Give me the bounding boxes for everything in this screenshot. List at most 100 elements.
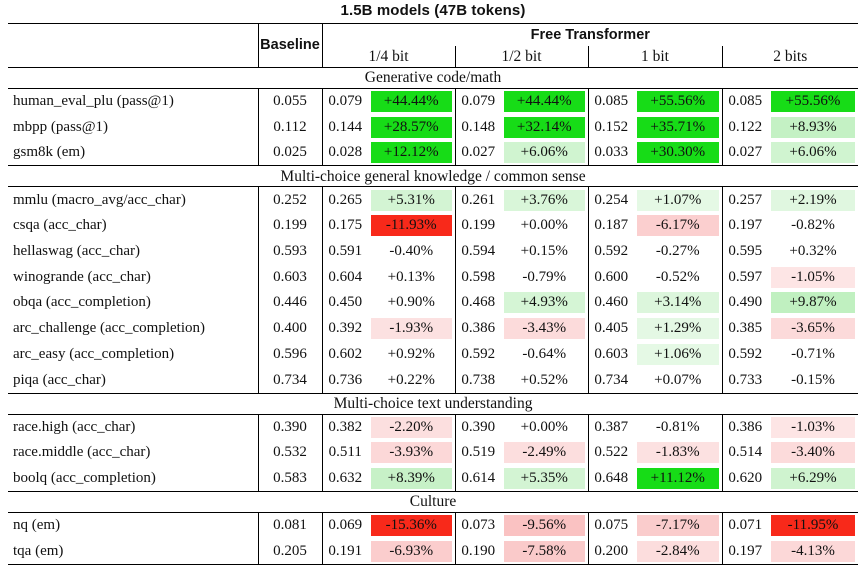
delta-badge: -3.93% xyxy=(371,442,452,464)
delta-badge: -9.56% xyxy=(504,515,585,537)
variant-delta-cell: +35.71% xyxy=(634,114,722,140)
variant-value: 0.600 xyxy=(587,264,634,291)
metric-label: arc_easy (acc_completion) xyxy=(13,346,175,363)
baseline-value: 0.400 xyxy=(257,315,323,342)
variant-delta-cell: +3.76% xyxy=(501,187,588,213)
variant-delta-cell: -0.81% xyxy=(634,414,722,440)
metric-label: mmlu (macro_avg/acc_char) xyxy=(13,191,186,208)
variant-delta-cell: -2.84% xyxy=(634,538,722,565)
variant-delta-cell: +2.19% xyxy=(768,187,858,213)
variant-value: 0.620 xyxy=(721,465,768,492)
metric-label: arc_challenge (acc_completion) xyxy=(13,320,205,337)
variant-header-quarter-bit: 1/4 bit xyxy=(321,45,455,68)
variant-delta-cell: +28.57% xyxy=(368,114,455,140)
variant-value: 0.261 xyxy=(454,186,501,213)
benchmark-results-table: Baseline Free Transformer 1/4 bit 1/2 bi… xyxy=(8,23,859,565)
delta-badge: +0.90% xyxy=(387,294,435,311)
variant-value: 0.602 xyxy=(321,341,368,368)
variant-delta-cell: -0.82% xyxy=(768,213,858,239)
baseline-value: 0.199 xyxy=(257,212,323,239)
variant-value: 0.595 xyxy=(721,238,768,265)
variant-value: 0.085 xyxy=(721,88,768,115)
variant-delta-cell: +0.00% xyxy=(501,213,588,239)
delta-badge: -0.27% xyxy=(655,242,700,259)
variant-delta-cell: +44.44% xyxy=(368,89,455,115)
variant-value: 0.604 xyxy=(321,264,368,291)
delta-badge: +5.35% xyxy=(504,468,585,489)
variant-value: 0.519 xyxy=(454,440,501,466)
variant-delta-cell: +8.93% xyxy=(768,114,858,140)
delta-badge: -15.36% xyxy=(371,515,452,537)
section-header: Culture xyxy=(8,491,859,514)
variant-delta-cell: +6.29% xyxy=(768,466,858,492)
table-row: obqa (acc_completion) 0.446 0.450 +0.90% 0.4… xyxy=(8,290,858,316)
variant-value: 0.254 xyxy=(587,186,634,213)
variant-value: 0.733 xyxy=(721,367,768,394)
variant-delta-cell: -3.43% xyxy=(501,316,588,342)
variant-value: 0.603 xyxy=(587,341,634,368)
delta-badge: +8.39% xyxy=(371,468,452,489)
variant-value: 0.382 xyxy=(321,414,368,441)
variant-delta-cell: -7.17% xyxy=(634,513,722,539)
variant-delta-cell: -0.64% xyxy=(501,342,588,368)
delta-badge: -0.64% xyxy=(522,346,567,363)
delta-badge: -0.15% xyxy=(791,371,835,388)
delta-badge: +0.22% xyxy=(387,371,435,388)
variant-delta-cell: +12.12% xyxy=(368,140,455,166)
variant-value: 0.511 xyxy=(321,440,368,466)
delta-badge: +28.57% xyxy=(371,116,452,138)
baseline-value: 0.446 xyxy=(257,290,323,316)
variant-value: 0.069 xyxy=(321,512,368,539)
delta-badge: +6.06% xyxy=(771,142,856,164)
delta-badge: +44.44% xyxy=(504,91,585,113)
delta-badge: -1.03% xyxy=(771,416,856,438)
variant-value: 0.386 xyxy=(454,315,501,342)
variant-delta-cell: -1.93% xyxy=(368,316,455,342)
variant-value: 0.597 xyxy=(721,264,768,291)
variant-value: 0.592 xyxy=(721,341,768,368)
variant-delta-cell: -3.65% xyxy=(768,316,858,342)
variant-header-one-bit: 1 bit xyxy=(587,45,722,68)
variant-delta-cell: -0.40% xyxy=(368,238,455,264)
free-transformer-group-header: Free Transformer xyxy=(322,23,859,46)
variant-value: 0.079 xyxy=(321,88,368,115)
variant-value: 0.592 xyxy=(587,238,634,265)
variant-delta-cell: +0.90% xyxy=(368,290,455,316)
variant-value: 0.736 xyxy=(321,367,368,394)
variant-value: 0.027 xyxy=(721,140,768,166)
table-row: boolq (acc_completion) 0.583 0.632 +8.39% 0.… xyxy=(8,465,858,492)
variant-value: 0.591 xyxy=(321,238,368,265)
baseline-value: 0.583 xyxy=(257,465,323,492)
variant-delta-cell: +0.22% xyxy=(368,367,455,393)
delta-badge: -6.17% xyxy=(637,215,719,237)
variant-value: 0.490 xyxy=(721,290,768,316)
table-body: Generative code/math human_eval_plu (pass… xyxy=(8,67,859,565)
table-row: gsm8k (em) 0.025 0.028 +12.12% 0.027 +6.06% 0.… xyxy=(8,140,858,166)
delta-badge: -0.81% xyxy=(655,418,700,435)
variant-delta-cell: +0.15% xyxy=(501,238,588,264)
variant-value: 0.071 xyxy=(721,512,768,539)
delta-badge: -0.82% xyxy=(791,217,835,234)
variant-value: 0.257 xyxy=(721,186,768,213)
delta-badge: +1.07% xyxy=(637,189,719,211)
variant-value: 0.460 xyxy=(587,290,634,316)
delta-badge: +1.29% xyxy=(637,318,719,340)
variant-delta-cell: +30.30% xyxy=(634,140,722,166)
variant-delta-cell: +44.44% xyxy=(501,89,588,115)
variant-delta-cell: -11.95% xyxy=(768,513,858,539)
baseline-value: 0.252 xyxy=(257,186,323,213)
baseline-value: 0.596 xyxy=(257,341,323,368)
delta-badge: +0.92% xyxy=(387,346,435,363)
variant-delta-cell: -15.36% xyxy=(368,513,455,539)
delta-badge: -4.13% xyxy=(771,540,856,562)
delta-badge: -3.43% xyxy=(504,318,585,340)
baseline-value: 0.734 xyxy=(257,367,323,394)
table-row: tqa (em) 0.205 0.191 -6.93% 0.190 -7.58% 0.200… xyxy=(8,538,859,565)
metric-label: human_eval_plu (pass@1) xyxy=(13,93,174,110)
variant-value: 0.405 xyxy=(587,315,634,342)
metric-label: winogrande (acc_char) xyxy=(13,268,151,285)
metric-label: gsm8k (em) xyxy=(13,144,86,161)
table-row: mmlu (macro_avg/acc_char) 0.252 0.265 +5.31… xyxy=(8,186,858,213)
delta-badge: +2.19% xyxy=(771,189,856,211)
delta-badge: +0.07% xyxy=(654,371,702,388)
